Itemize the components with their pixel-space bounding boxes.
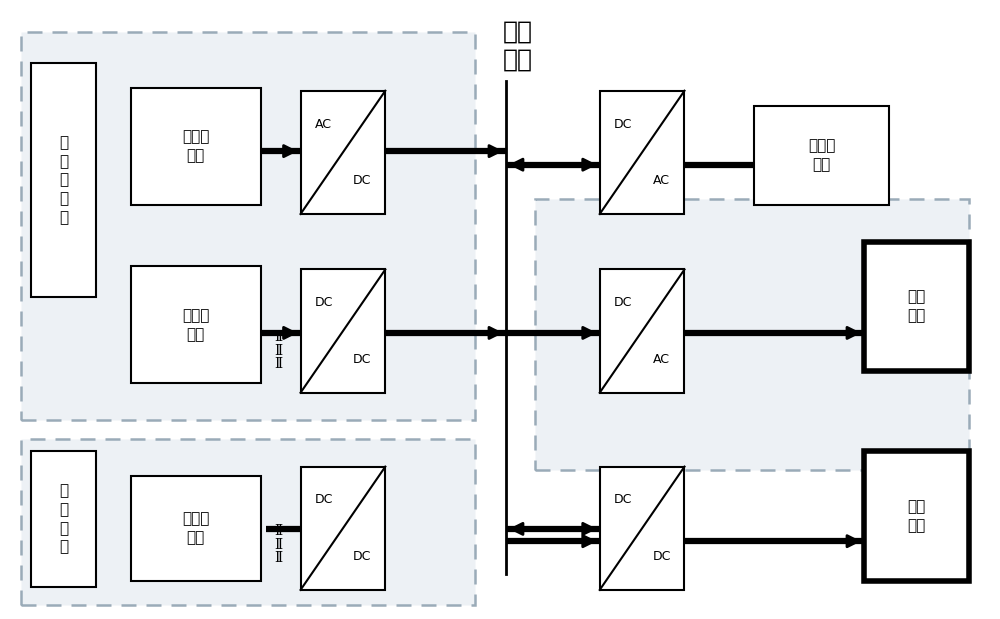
FancyArrowPatch shape: [512, 159, 594, 170]
Text: Ⅱ: Ⅱ: [275, 344, 283, 358]
FancyArrowPatch shape: [263, 145, 295, 157]
FancyArrowPatch shape: [388, 145, 500, 157]
Bar: [31, 63, 96, 297]
Text: DC: DC: [652, 550, 671, 563]
Text: DC: DC: [613, 493, 632, 506]
Bar: [864, 451, 969, 581]
Text: DC: DC: [353, 174, 372, 187]
Text: Ⅱ: Ⅱ: [275, 330, 283, 344]
Text: 直流
母线: 直流 母线: [503, 20, 533, 72]
Bar: [21, 32, 475, 420]
FancyArrowPatch shape: [687, 327, 858, 339]
Text: Ⅱ: Ⅱ: [275, 538, 283, 552]
Text: 储能电
池组: 储能电 池组: [182, 511, 210, 545]
Text: 储
能
系
统: 储 能 系 统: [59, 483, 68, 555]
FancyArrowPatch shape: [388, 327, 500, 339]
FancyArrowPatch shape: [509, 535, 594, 547]
Text: DC: DC: [353, 550, 372, 563]
Text: DC: DC: [353, 353, 372, 366]
Text: 分
布
式
电
源: 分 布 式 电 源: [59, 136, 68, 225]
Text: 光伏发
电组: 光伏发 电组: [182, 308, 210, 342]
Text: 交流大
电网: 交流大 电网: [808, 139, 835, 172]
FancyArrowPatch shape: [263, 327, 295, 339]
Text: AC: AC: [653, 353, 670, 366]
Bar: [31, 451, 96, 587]
Bar: [864, 241, 969, 371]
Text: AC: AC: [315, 118, 332, 131]
Bar: [131, 266, 261, 383]
Bar: [301, 467, 385, 590]
Bar: [131, 88, 261, 205]
Text: 直流
负载: 直流 负载: [907, 499, 925, 533]
Text: Ⅱ: Ⅱ: [275, 524, 283, 539]
Text: 风力发
电组: 风力发 电组: [182, 129, 210, 163]
Bar: [301, 91, 385, 214]
FancyArrowPatch shape: [512, 523, 594, 534]
Text: 交流
负载: 交流 负载: [907, 290, 925, 323]
Text: DC: DC: [314, 297, 333, 310]
FancyArrowPatch shape: [687, 535, 858, 547]
Text: DC: DC: [613, 297, 632, 310]
Bar: [301, 269, 385, 392]
Text: Ⅱ: Ⅱ: [275, 357, 283, 371]
Text: DC: DC: [314, 493, 333, 506]
Text: AC: AC: [653, 174, 670, 187]
Bar: [535, 199, 969, 470]
Bar: [131, 476, 261, 581]
Bar: [600, 467, 684, 590]
Bar: [754, 106, 889, 205]
Bar: [21, 439, 475, 605]
Bar: [600, 91, 684, 214]
Text: DC: DC: [613, 118, 632, 131]
Bar: [600, 269, 684, 392]
FancyArrowPatch shape: [509, 327, 594, 339]
Text: Ⅱ: Ⅱ: [275, 552, 283, 565]
